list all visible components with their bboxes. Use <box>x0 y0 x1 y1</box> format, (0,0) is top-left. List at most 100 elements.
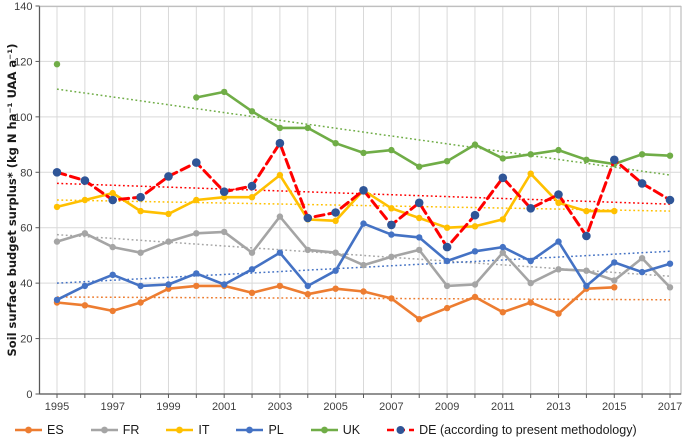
legend-label-DE: DE (according to present methodology) <box>419 423 637 437</box>
point-UK-2003 <box>276 124 284 132</box>
point-ES-2015 <box>611 284 618 291</box>
point-PL-1997 <box>109 271 116 278</box>
point-DE-2008 <box>414 198 424 208</box>
point-IT-1996 <box>81 196 89 204</box>
legend-marker-DE <box>387 426 415 434</box>
svg-text:60: 60 <box>20 223 32 235</box>
point-FR-2011 <box>499 249 506 256</box>
trendline-ES <box>56 296 671 301</box>
legend-item-IT: IT <box>166 423 209 437</box>
point-UK-2006 <box>360 149 367 157</box>
point-PL-2013 <box>555 238 562 245</box>
plot-border <box>38 5 682 395</box>
point-DE-2015 <box>610 155 619 165</box>
svg-text:20: 20 <box>20 334 32 346</box>
point-PL-1998 <box>137 282 144 290</box>
legend-marker-IT <box>166 426 194 434</box>
point-DE-2000 <box>192 158 201 167</box>
point-ES-2010 <box>471 293 479 301</box>
point-DE-1995 <box>52 168 62 177</box>
chart-legend: ES FR IT PL UK DE (according to present metho… <box>0 423 685 437</box>
point-PL-2001 <box>221 281 228 288</box>
svg-text:2005: 2005 <box>323 401 347 413</box>
point-IT-2009 <box>443 224 451 231</box>
point-DE-2003 <box>275 138 285 148</box>
point-FR-2002 <box>248 249 256 256</box>
svg-text:2015: 2015 <box>602 401 626 413</box>
point-FR-2009 <box>443 282 451 290</box>
legend-marker-FR <box>90 426 118 434</box>
legend-label-FR: FR <box>122 423 140 437</box>
legend-item-FR: FR <box>90 423 140 437</box>
point-UK-2007 <box>388 146 395 154</box>
point-PL-2009 <box>443 257 451 265</box>
point-PL-2002 <box>248 266 256 273</box>
point-ES-1997 <box>109 307 116 315</box>
point-FR-2007 <box>388 253 395 260</box>
point-IT-1998 <box>137 207 144 215</box>
point-DE-2013 <box>554 190 563 199</box>
point-ES-1998 <box>137 299 144 306</box>
point-DE-2012 <box>526 204 535 213</box>
point-DE-2001 <box>219 187 229 196</box>
point-ES-2009 <box>443 304 451 312</box>
point-PL-2017 <box>666 260 674 267</box>
point-IT-2010 <box>471 223 479 230</box>
legend-marker-PL <box>236 426 264 434</box>
point-DE-2004 <box>303 213 313 223</box>
point-ES-2003 <box>276 282 284 290</box>
point-DE-2005 <box>331 208 340 217</box>
point-PL-2003 <box>276 249 284 256</box>
x-tick-labels: 1995 1997 1999 2001 2003 2005 2007 2009 2011 2013… <box>45 401 682 413</box>
point-FR-2006 <box>360 261 367 269</box>
point-PL-2011 <box>499 243 506 251</box>
legend-label-UK: UK <box>342 423 361 437</box>
point-IT-2014 <box>583 207 590 215</box>
point-UK-2009 <box>443 158 451 165</box>
point-IT-2013 <box>555 199 562 206</box>
svg-text:2009: 2009 <box>435 401 459 413</box>
point-UK-2014 <box>583 156 590 163</box>
series-IT <box>53 170 618 231</box>
point-UK-2017 <box>666 152 674 159</box>
legend-item-PL: PL <box>236 423 284 437</box>
point-IT-2000 <box>193 196 200 204</box>
point-PL-2004 <box>304 282 311 290</box>
point-FR-2003 <box>276 213 284 220</box>
svg-text:2011: 2011 <box>491 401 515 413</box>
point-PL-2006 <box>360 220 367 227</box>
point-FR-2014 <box>583 267 590 274</box>
legend-marker-UK <box>310 426 338 434</box>
point-ES-2013 <box>555 310 562 317</box>
point-FR-1996 <box>81 230 89 237</box>
trendline-DE <box>56 182 671 205</box>
point-ES-2005 <box>332 285 339 292</box>
point-UK-2000 <box>193 94 200 101</box>
svg-text:40: 40 <box>20 278 32 290</box>
point-PL-2008 <box>416 234 423 241</box>
point-FR-1995 <box>53 238 61 245</box>
svg-text:2003: 2003 <box>268 401 292 413</box>
point-FR-2016 <box>638 255 646 262</box>
point-PL-2005 <box>332 267 339 274</box>
point-DE-2007 <box>387 220 396 230</box>
svg-text:2001: 2001 <box>212 401 236 413</box>
point-UK-2008 <box>416 163 423 170</box>
svg-text:1997: 1997 <box>100 401 124 413</box>
series-DE <box>52 138 675 252</box>
point-PL-2007 <box>388 231 395 238</box>
series-ES <box>53 282 618 323</box>
point-UK-2001 <box>221 88 228 96</box>
point-PL-2010 <box>471 248 479 255</box>
trendline-UK <box>56 88 671 176</box>
point-FR-2005 <box>332 249 339 256</box>
svg-text:2017: 2017 <box>658 401 682 413</box>
point-IT-1997 <box>109 189 116 197</box>
point-PL-1996 <box>81 282 89 290</box>
svg-text:0: 0 <box>26 389 32 401</box>
point-IT-2003 <box>276 171 284 179</box>
point-ES-2011 <box>499 309 506 316</box>
point-IT-2012 <box>527 170 534 177</box>
svg-text:80: 80 <box>20 167 32 179</box>
point-ES-2004 <box>304 291 311 298</box>
